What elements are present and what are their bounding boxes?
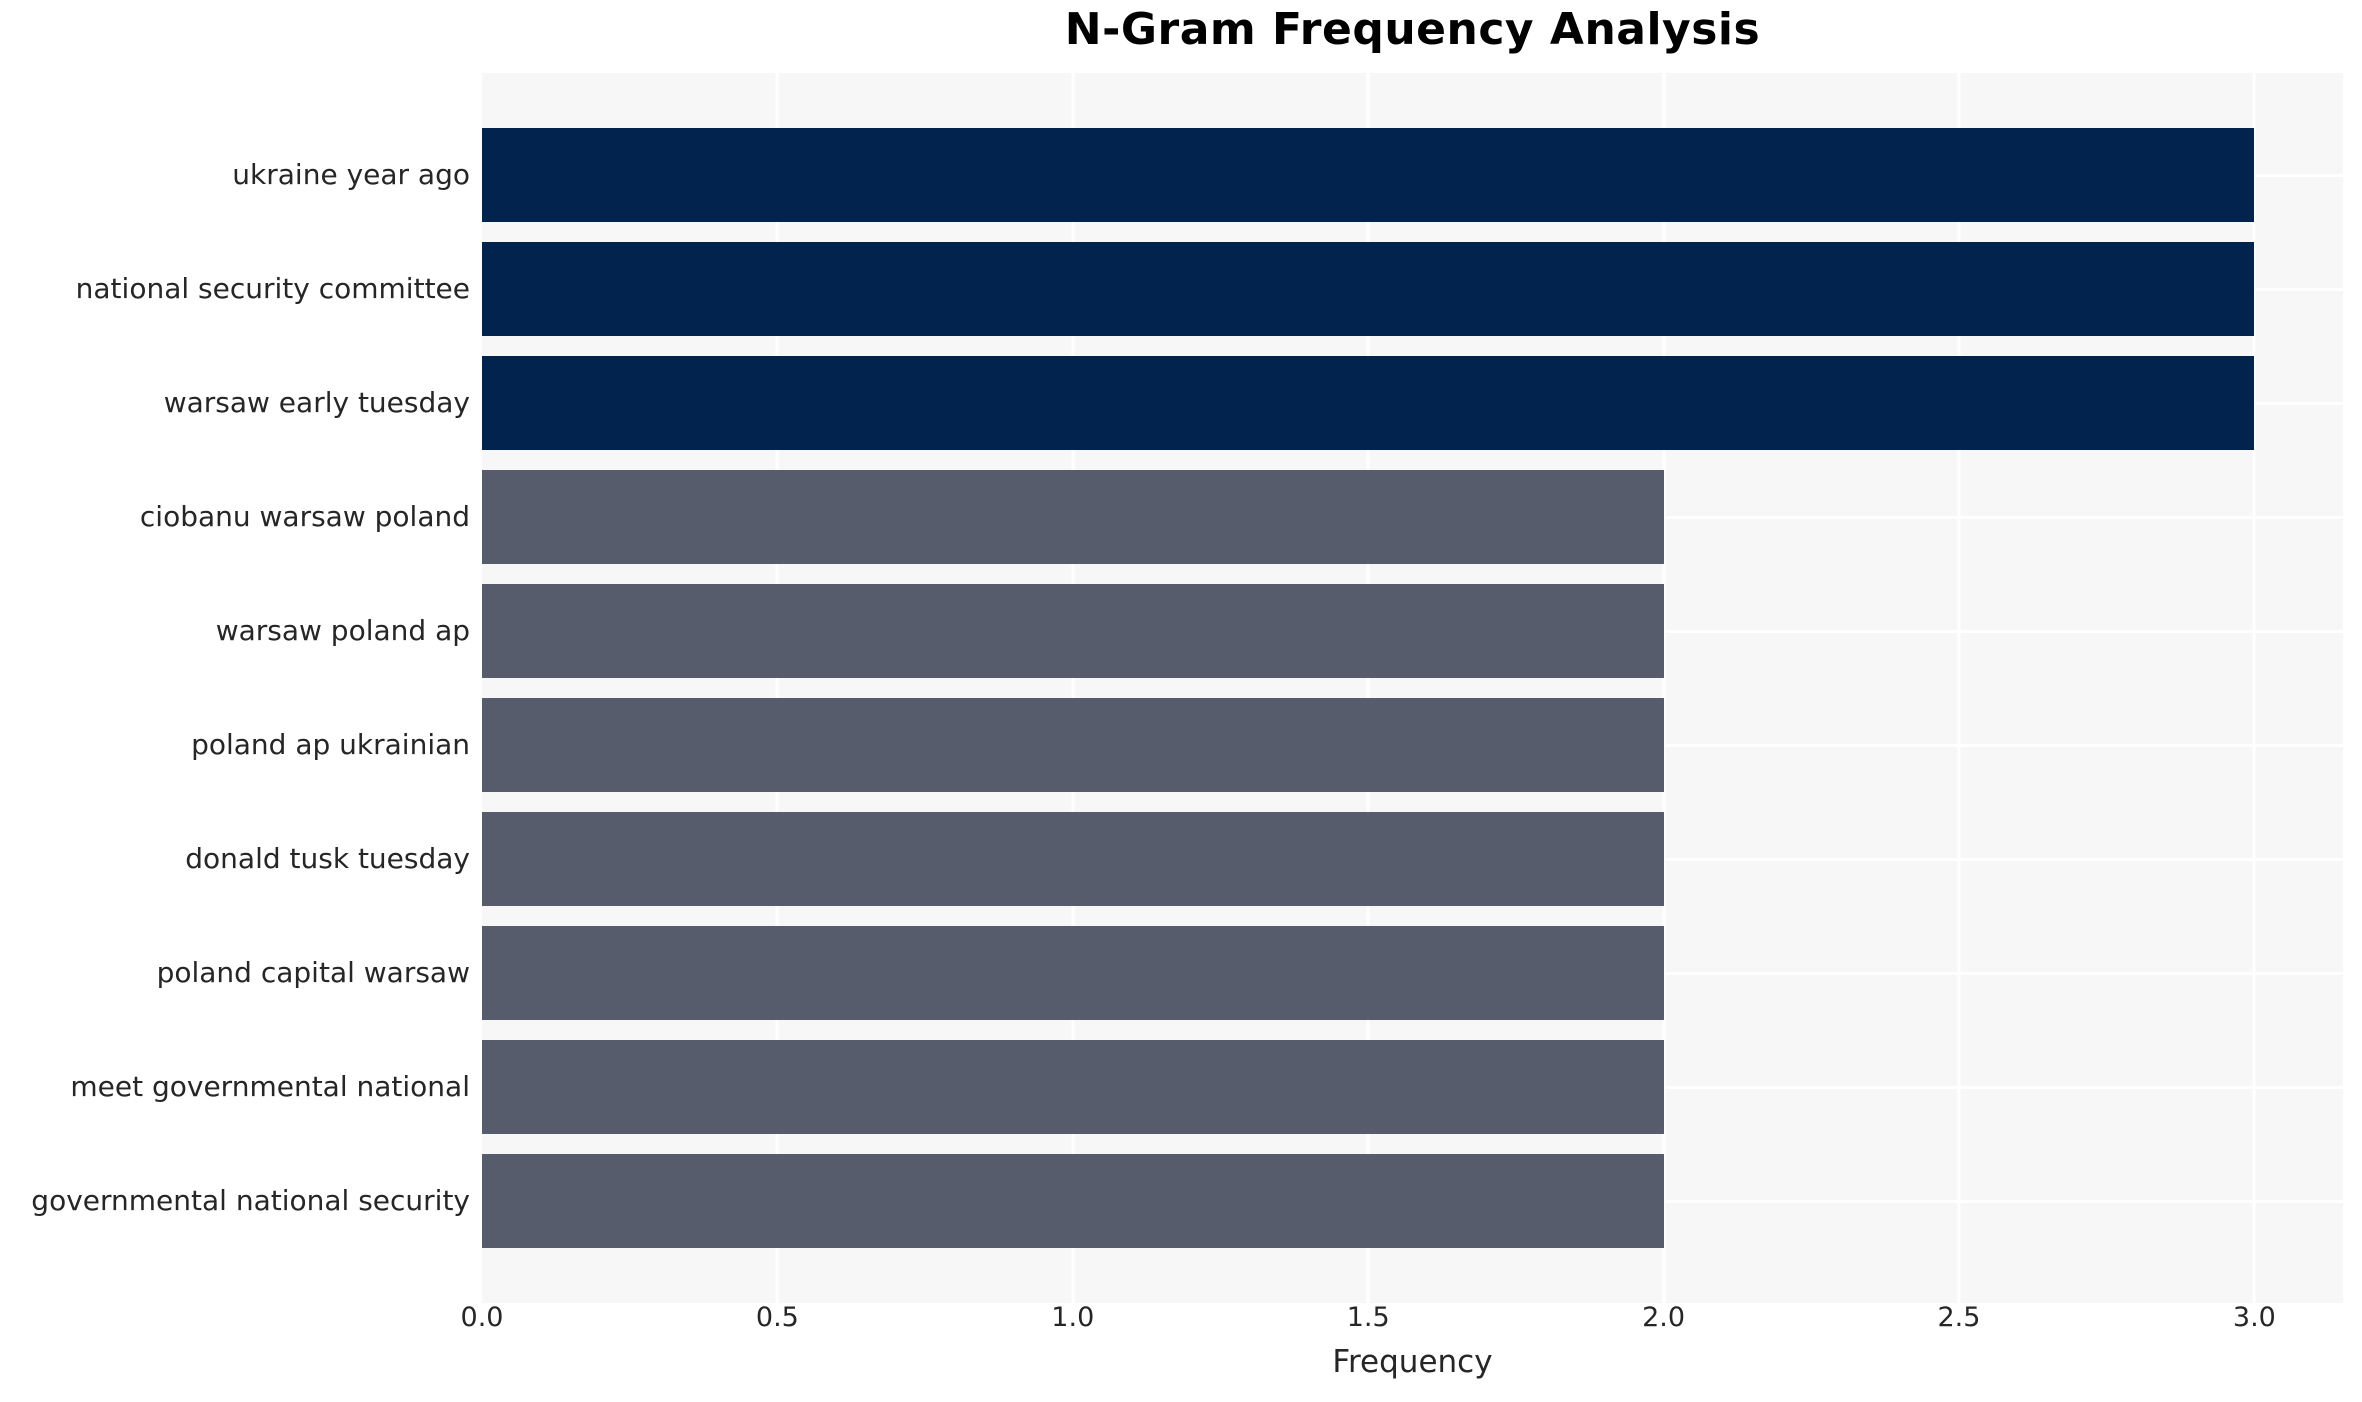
x-tick-label: 1.0: [1051, 1302, 1095, 1333]
y-axis-label: poland ap ukrainian: [191, 728, 470, 761]
y-axis-label: donald tusk tuesday: [185, 842, 470, 875]
y-axis-label: governmental national security: [31, 1184, 470, 1217]
y-axis-label: ukraine year ago: [232, 158, 470, 191]
y-axis-label: warsaw poland ap: [215, 614, 470, 647]
x-tick-label: 1.5: [1346, 1302, 1390, 1333]
bar-warsaw-early-tuesday: [482, 356, 2255, 450]
vertical-gridline: [1366, 73, 1370, 1303]
bar-ciobanu-warsaw-poland: [482, 470, 1664, 564]
y-axis-label: meet governmental national: [70, 1070, 470, 1103]
x-tick-label: 2.5: [1937, 1302, 1981, 1333]
bar-poland-capital-warsaw: [482, 926, 1664, 1020]
bar-ukraine-year-ago: [482, 128, 2255, 222]
x-tick-label: 0.0: [460, 1302, 504, 1333]
y-axis-label: national security committee: [75, 272, 470, 305]
bar-donald-tusk-tuesday: [482, 812, 1664, 906]
vertical-gridline: [2252, 73, 2256, 1303]
y-axis-label: ciobanu warsaw poland: [139, 500, 470, 533]
x-tick-label: 2.0: [1642, 1302, 1686, 1333]
bar-meet-governmental-national: [482, 1040, 1664, 1134]
bar-warsaw-poland-ap: [482, 584, 1664, 678]
x-tick-label: 0.5: [755, 1302, 799, 1333]
plot-area: [482, 73, 2343, 1303]
y-axis-label: poland capital warsaw: [156, 956, 470, 989]
x-axis-label: Frequency: [1332, 1344, 1493, 1380]
bar-poland-ap-ukrainian: [482, 698, 1664, 792]
vertical-gridline: [1071, 73, 1075, 1303]
x-tick-label: 3.0: [2232, 1302, 2276, 1333]
vertical-gridline: [1957, 73, 1961, 1303]
vertical-gridline: [775, 73, 779, 1303]
bar-governmental-national-security: [482, 1154, 1664, 1248]
vertical-gridline: [1662, 73, 1666, 1303]
chart-title: N-Gram Frequency Analysis: [1064, 4, 1761, 55]
x-axis-ticks: 0.0 0.5 1.0 1.5 2.0 2.5 3.0: [461, 1302, 2343, 1336]
y-axis-labels: ukraine year ago national security commit…: [0, 73, 470, 1303]
y-axis-label: warsaw early tuesday: [163, 386, 470, 419]
bar-national-security-committee: [482, 242, 2255, 336]
